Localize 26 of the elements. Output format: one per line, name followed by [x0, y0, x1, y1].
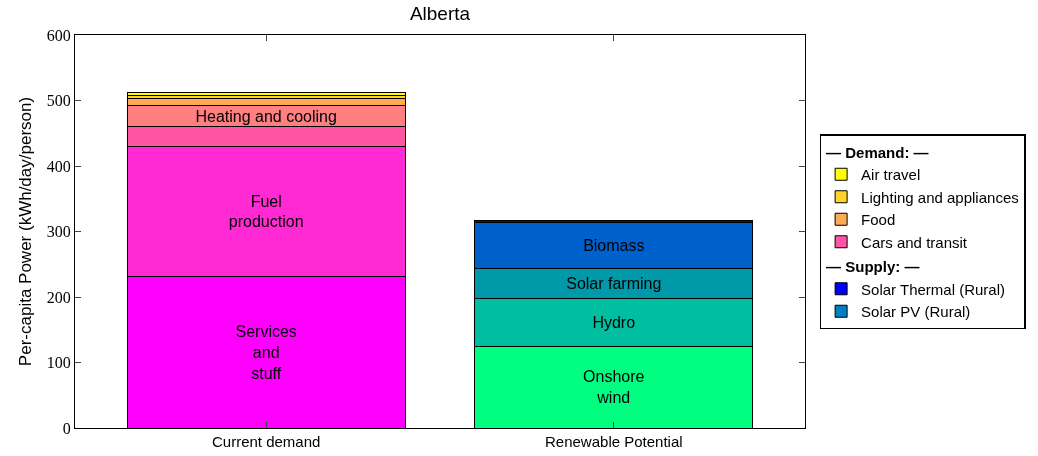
y-tick-label: 300: [46, 223, 71, 241]
text: — Supply: —: [826, 258, 920, 276]
annotation: Onshore wind: [583, 368, 645, 407]
legend-label: Solar PV (Rural): [861, 303, 971, 321]
x-tick-label: Current demand: [211, 433, 321, 450]
annotation: Services and stuff: [235, 323, 297, 382]
y-tick-label: 0: [62, 419, 71, 437]
legend-label: Cars and transit: [861, 233, 968, 251]
y-tick-label: 500: [46, 92, 71, 110]
legend-label: Solar Thermal (Rural): [861, 280, 1006, 298]
annotation: Fuel production: [228, 192, 304, 231]
legend-label: Food: [861, 211, 896, 229]
y-tick-label: 200: [46, 288, 71, 306]
y-tick-label: 400: [46, 157, 71, 175]
annotation: Hydro: [592, 314, 636, 332]
legend-label: Lighting and appliances: [861, 188, 1019, 206]
annotation: Biomass: [583, 237, 645, 255]
y-axis-title: Per-capita Power (kWh/day/person): [16, 96, 35, 367]
annotation: Solar farming: [566, 274, 662, 292]
y-tick-label: 100: [46, 354, 71, 372]
x-tick-label: Renewable Potential: [545, 433, 683, 450]
annotation: Heating and cooling: [195, 107, 337, 125]
text: — Demand: —: [826, 143, 929, 161]
legend-label: Air travel: [861, 166, 921, 184]
chart-title: Alberta: [409, 3, 471, 25]
y-tick-label: 600: [46, 26, 71, 44]
